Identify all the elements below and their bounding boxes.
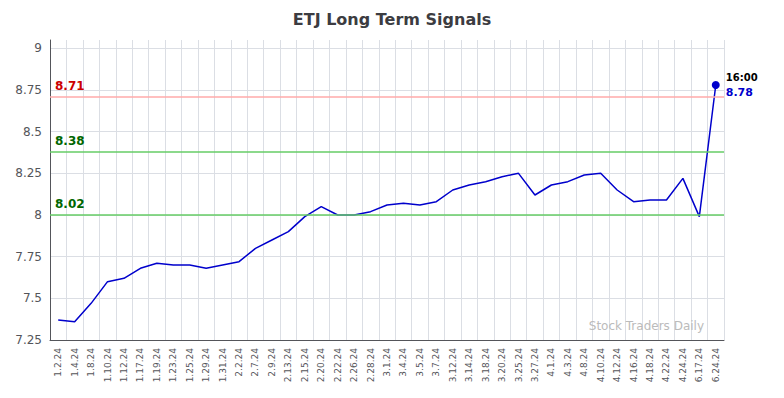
svg-text:8.75: 8.75 [15, 83, 42, 97]
svg-text:4.10.24: 4.10.24 [596, 348, 606, 383]
svg-text:16:00: 16:00 [726, 72, 758, 83]
svg-text:2.22.24: 2.22.24 [333, 348, 343, 383]
svg-text:9: 9 [34, 41, 42, 55]
svg-text:2.7.24: 2.7.24 [250, 348, 260, 377]
svg-text:3.20.24: 3.20.24 [497, 348, 507, 383]
svg-text:8.71: 8.71 [55, 79, 85, 93]
svg-text:3.18.24: 3.18.24 [481, 348, 491, 383]
svg-text:7.75: 7.75 [15, 250, 42, 264]
svg-text:1.4.24: 1.4.24 [70, 348, 80, 377]
svg-text:8.78: 8.78 [726, 86, 753, 99]
svg-text:3.14.24: 3.14.24 [464, 348, 474, 383]
svg-text:4.16.24: 4.16.24 [629, 348, 639, 383]
svg-text:3.4.24: 3.4.24 [398, 348, 408, 377]
svg-text:2.26.24: 2.26.24 [349, 348, 359, 383]
svg-text:3.5.24: 3.5.24 [415, 348, 425, 377]
svg-text:8.02: 8.02 [55, 197, 85, 211]
svg-text:4.12.24: 4.12.24 [612, 348, 622, 383]
svg-text:1.25.24: 1.25.24 [185, 348, 195, 383]
svg-text:4.1.24: 4.1.24 [546, 348, 556, 377]
svg-text:3.25.24: 3.25.24 [514, 348, 524, 383]
svg-text:1.31.24: 1.31.24 [218, 348, 228, 383]
svg-text:8.38: 8.38 [55, 134, 85, 148]
svg-text:4.22.24: 4.22.24 [661, 348, 671, 383]
svg-text:8.5: 8.5 [23, 125, 42, 139]
svg-text:1.10.24: 1.10.24 [103, 348, 113, 383]
svg-text:2.20.24: 2.20.24 [316, 348, 326, 383]
svg-text:1.29.24: 1.29.24 [201, 348, 211, 383]
svg-text:6.24.24: 6.24.24 [711, 348, 721, 383]
svg-text:1.23.24: 1.23.24 [168, 348, 178, 383]
svg-text:8.25: 8.25 [15, 166, 42, 180]
svg-text:1.8.24: 1.8.24 [86, 348, 96, 377]
svg-text:6.17.24: 6.17.24 [694, 348, 704, 383]
svg-text:3.27.24: 3.27.24 [530, 348, 540, 383]
svg-text:2.9.24: 2.9.24 [267, 348, 277, 377]
svg-text:2.28.24: 2.28.24 [366, 348, 376, 383]
svg-text:1.2.24: 1.2.24 [53, 348, 63, 377]
svg-text:7.5: 7.5 [23, 291, 42, 305]
svg-text:3.12.24: 3.12.24 [448, 348, 458, 383]
svg-text:3.1.24: 3.1.24 [382, 348, 392, 377]
svg-text:4.8.24: 4.8.24 [579, 348, 589, 377]
svg-text:8: 8 [34, 208, 42, 222]
svg-text:Stock Traders Daily: Stock Traders Daily [589, 319, 704, 333]
svg-text:ETJ Long Term Signals: ETJ Long Term Signals [293, 10, 491, 29]
svg-text:1.17.24: 1.17.24 [135, 348, 145, 383]
svg-text:3.7.24: 3.7.24 [431, 348, 441, 377]
svg-text:2.13.24: 2.13.24 [283, 348, 293, 383]
svg-text:2.2.24: 2.2.24 [234, 348, 244, 377]
svg-text:4.3.24: 4.3.24 [563, 348, 573, 377]
svg-text:1.12.24: 1.12.24 [119, 348, 129, 383]
svg-text:4.24.24: 4.24.24 [678, 348, 688, 383]
svg-text:4.18.24: 4.18.24 [645, 348, 655, 383]
svg-text:7.25: 7.25 [15, 333, 42, 347]
svg-text:2.15.24: 2.15.24 [300, 348, 310, 383]
svg-text:1.19.24: 1.19.24 [152, 348, 162, 383]
